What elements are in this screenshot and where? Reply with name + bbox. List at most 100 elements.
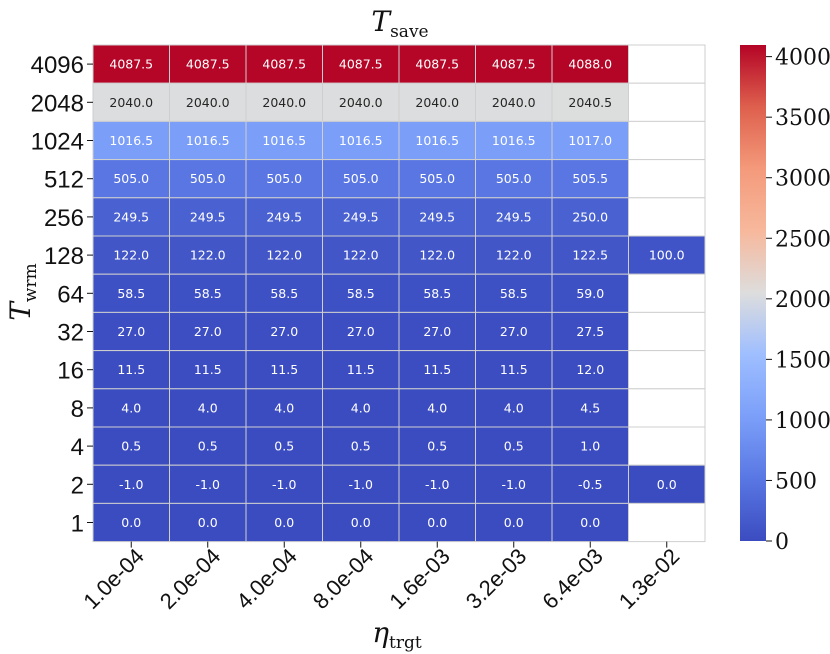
heatmap-cell	[169, 120, 247, 161]
cell-value-label: 122.0	[419, 248, 455, 263]
cell-value-label: 0.0	[274, 515, 294, 530]
cell-value-label: 249.5	[496, 209, 532, 224]
colorbar-tick-label: 2500	[775, 227, 830, 252]
colorbar-tick-label: 3000	[775, 167, 830, 192]
heatmap-cell	[628, 235, 706, 275]
heatmap-cell	[398, 120, 476, 161]
y-tick-label: 256	[44, 205, 84, 232]
heatmap-cell	[245, 502, 323, 543]
y-tick-label: 4	[71, 434, 84, 461]
cell-value-label: 27.0	[423, 324, 451, 339]
cell-value-label: 11.5	[194, 362, 222, 377]
colorbar-tick-label: 4000	[775, 46, 830, 71]
heatmap-cell-empty	[628, 350, 706, 390]
cell-value-label: 122.0	[190, 248, 226, 263]
y-tick-label: 4096	[31, 52, 84, 79]
y-tick-label: 1024	[31, 129, 84, 156]
heatmap-cell	[92, 197, 170, 237]
heatmap-cell	[245, 120, 323, 161]
cell-value-label: 505.0	[496, 171, 532, 186]
cell-value-label: 122.0	[343, 248, 379, 263]
y-tick-label: 32	[57, 320, 84, 347]
heatmap-cell	[92, 44, 170, 84]
cell-value-label: -1.0	[349, 477, 373, 492]
cell-value-label: 2040.0	[186, 95, 230, 110]
y-tick-labels: 4096 2048 1024 512 256 128 64 32 16 8 4 2 1	[31, 52, 93, 538]
heatmap-cell	[475, 273, 553, 313]
cell-value-label: 58.5	[423, 286, 451, 301]
cell-value-label: -1.0	[425, 477, 449, 492]
cell-value-label: 0.0	[427, 515, 447, 530]
heatmap-cell	[322, 311, 400, 352]
y-tick-label: 2	[71, 472, 84, 499]
cell-value-label: 1017.0	[568, 133, 612, 148]
y-tick-label: 16	[57, 358, 84, 385]
heatmap-cell	[475, 311, 553, 352]
colorbar	[740, 45, 766, 541]
cell-value-label: 1016.5	[186, 133, 230, 148]
cell-value-label: 27.0	[270, 324, 298, 339]
colorbar-tick-label: 1000	[775, 409, 830, 434]
cell-value-label: 58.5	[270, 286, 298, 301]
cell-value-label: 4087.5	[492, 57, 536, 72]
x-tick-label: 8.0e-04	[308, 543, 378, 613]
cell-value-label: 58.5	[500, 286, 528, 301]
heatmap-cells	[92, 44, 706, 543]
heatmap-cell	[92, 159, 170, 199]
heatmap-cell	[322, 235, 400, 275]
x-tick-label: 1.6e-03	[384, 543, 454, 613]
cell-value-label: 1016.5	[415, 133, 459, 148]
heatmap-cell	[245, 273, 323, 313]
cell-value-label: 0.5	[121, 439, 141, 454]
y-tick-label: 512	[44, 167, 84, 194]
cell-value-label: 249.5	[266, 209, 302, 224]
cell-value-label: 505.5	[572, 171, 608, 186]
heatmap-cell	[245, 464, 323, 504]
heatmap-cell	[551, 82, 629, 122]
heatmap-cell	[169, 426, 247, 466]
heatmap-cell	[475, 426, 553, 466]
colorbar-tick-label: 500	[775, 469, 817, 494]
y-tick-label: 8	[71, 396, 84, 423]
cell-value-label: 0.5	[427, 439, 447, 454]
cell-value-label: 27.0	[500, 324, 528, 339]
x-tick-label: 2.0e-04	[155, 543, 225, 613]
cell-value-label: -1.0	[272, 477, 296, 492]
heatmap-cell	[398, 273, 476, 313]
heatmap-cell	[475, 120, 553, 161]
heatmap-cell	[398, 388, 476, 428]
heatmap-cell	[398, 311, 476, 352]
cell-value-label: 58.5	[347, 286, 375, 301]
cell-value-label: 1.0	[580, 439, 600, 454]
cell-value-label: 12.0	[576, 362, 604, 377]
heatmap-cell	[551, 426, 629, 466]
heatmap-cell	[551, 120, 629, 161]
heatmap-cell	[322, 464, 400, 504]
heatmap-cell	[322, 426, 400, 466]
colorbar-ticks: 0 500 1000 1500 2000 2500 3000 3500 4000	[766, 46, 830, 555]
cell-value-label: 2040.5	[568, 95, 612, 110]
chart-title: Tsave	[371, 5, 428, 42]
heatmap-cell	[245, 311, 323, 352]
heatmap-cell	[92, 464, 170, 504]
heatmap-cell	[551, 235, 629, 275]
cell-value-label: 505.0	[190, 171, 226, 186]
cell-value-label: 11.5	[423, 362, 451, 377]
cell-value-label: 122.0	[496, 248, 532, 263]
y-tick-label: 64	[57, 281, 84, 308]
heatmap-cell-labels: 4087.5 4087.5 4087.5 4087.5 4087.5 4087.5 4088…	[109, 57, 684, 530]
heatmap-cell-empty	[628, 120, 706, 161]
heatmap-cell	[169, 44, 247, 84]
x-axis-label: ηtrgt	[372, 616, 422, 653]
heatmap-cell	[551, 464, 629, 504]
heatmap-cell	[169, 388, 247, 428]
heatmap-cell	[398, 235, 476, 275]
cell-value-label: 122.5	[572, 248, 608, 263]
heatmap-cell	[398, 82, 476, 122]
cell-value-label: 27.0	[194, 324, 222, 339]
heatmap-cell-empty	[628, 388, 706, 428]
heatmap-cell	[475, 464, 553, 504]
cell-value-label: -1.0	[502, 477, 526, 492]
cell-value-label: 0.5	[274, 439, 294, 454]
heatmap-cell	[475, 388, 553, 428]
